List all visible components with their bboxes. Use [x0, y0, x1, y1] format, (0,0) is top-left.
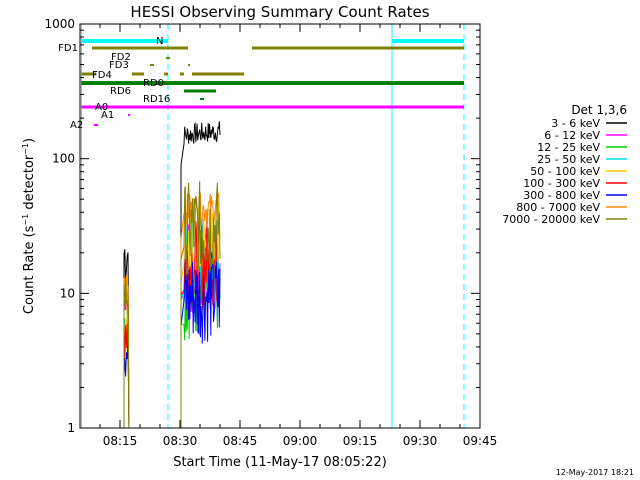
x-tick-label: 08:15: [103, 434, 138, 448]
y-tick-label: 100: [52, 152, 75, 166]
x-tick-label: 08:30: [163, 434, 198, 448]
flag-bar-label: FD1: [58, 43, 78, 54]
flag-bar-label: N: [156, 36, 163, 47]
flag-bar-label: RD16: [143, 94, 170, 105]
x-tick-label: 09:30: [403, 434, 438, 448]
flag-bar-label: FD4: [92, 70, 112, 81]
footer-timestamp: 12-May-2017 18:21: [556, 468, 634, 477]
x-tick-label: 09:15: [343, 434, 378, 448]
flag-bar-label: RD6: [110, 86, 131, 97]
series-trace: [123, 278, 130, 429]
legend-entry-label: 7000 - 20000 keV: [502, 213, 600, 226]
x-tick-label: 08:45: [223, 434, 258, 448]
chart-title: HESSI Observing Summary Count Rates: [130, 3, 429, 21]
series-trace: [180, 181, 221, 428]
x-tick-label: 09:00: [283, 434, 318, 448]
plot-frame: [79, 23, 481, 429]
series-trace: [180, 121, 221, 428]
legend-entry-label: 12 - 25 keV: [537, 141, 600, 154]
flag-bar-label: A0: [95, 102, 108, 113]
legend-entry-label: 25 - 50 keV: [537, 153, 600, 166]
flag-bar-label: A1: [101, 110, 114, 121]
y-tick-label: 1000: [44, 17, 75, 31]
flag-bar-label: FD3: [109, 60, 129, 71]
y-axis-label: Count Rate (s−1 detector−1): [21, 138, 37, 314]
legend-entry-label: 100 - 300 keV: [523, 177, 600, 190]
legend-entry-label: 3 - 6 keV: [551, 117, 600, 130]
legend-entry-label: 6 - 12 keV: [544, 129, 600, 142]
legend-entry-label: 300 - 800 keV: [523, 189, 600, 202]
flag-bar-label: RD0: [143, 78, 164, 89]
flag-bar-label: A2: [70, 120, 83, 131]
y-tick-label: 1: [67, 421, 75, 435]
flag-bar-label: FD2: [111, 52, 131, 63]
legend-entry-label: 50 - 100 keV: [530, 165, 600, 178]
legend-entry-label: 800 - 7000 keV: [516, 201, 600, 214]
series-trace: [180, 252, 221, 428]
y-tick-label: 10: [60, 286, 75, 300]
x-tick-label: 09:45: [463, 434, 498, 448]
x-axis-label: Start Time (11-May-17 08:05:22): [173, 455, 387, 470]
legend-title: Det 1,3,6: [571, 103, 627, 117]
series-7000-20000keV: [123, 181, 221, 429]
